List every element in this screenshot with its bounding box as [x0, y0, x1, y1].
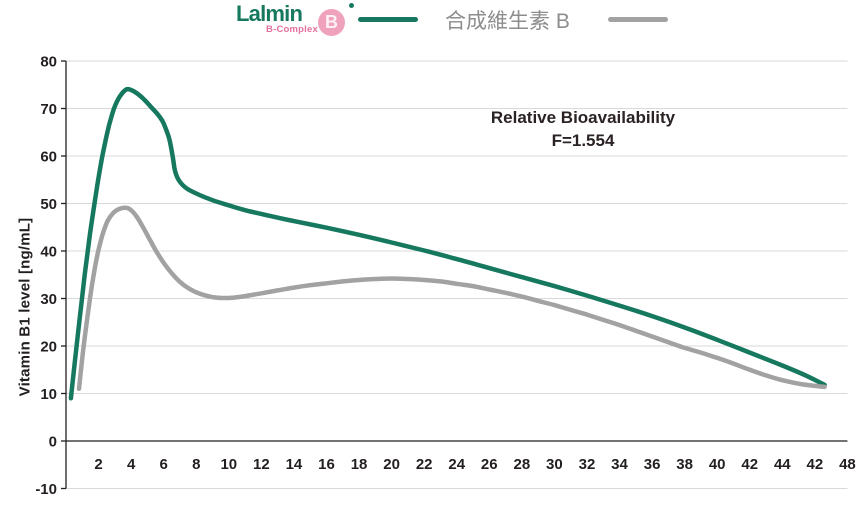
- chart-legend: Lalmin B-Complex B 合成維生素 B: [0, 0, 858, 42]
- x-tick-label: 22: [416, 456, 433, 473]
- x-tick-label: 48: [839, 456, 856, 473]
- x-tick-label: 10: [220, 456, 237, 473]
- x-tick-label: 36: [644, 456, 661, 473]
- x-tick-label: 4: [127, 456, 136, 473]
- y-tick-label: 50: [40, 196, 57, 213]
- y-tick-label: 10: [40, 386, 57, 403]
- x-tick-label: 40: [709, 456, 726, 473]
- x-tick-label: 30: [546, 456, 563, 473]
- x-tick-label: 42: [741, 456, 758, 473]
- vitamin-b-badge-icon: B: [318, 9, 345, 36]
- y-tick-label: 20: [40, 339, 57, 356]
- x-tick-label: 34: [611, 456, 628, 473]
- x-tick-label: 24: [448, 456, 465, 473]
- lalmin-line-swatch: [358, 17, 418, 22]
- annotation-line2: F=1.554: [551, 131, 615, 150]
- lalmin-series-line: [68, 86, 827, 401]
- x-tick-label: 20: [383, 456, 400, 473]
- synthetic-series-line: [76, 205, 827, 392]
- synthetic-vitamin-label: 合成維生素 B: [445, 10, 570, 33]
- x-tick-label: 6: [160, 456, 168, 473]
- x-tick-label: 28: [513, 456, 530, 473]
- lalmin-logo: Lalmin B-Complex B: [236, 1, 354, 37]
- lalmin-wordmark: Lalmin: [236, 1, 303, 26]
- x-tick-label: 14: [286, 456, 303, 473]
- y-tick-label: 80: [40, 54, 57, 71]
- y-tick-label: 0: [49, 434, 57, 451]
- y-tick-label: -10: [35, 481, 57, 498]
- x-tick-label: 26: [481, 456, 498, 473]
- x-tick-label: 32: [579, 456, 596, 473]
- trademark-dot-icon: [349, 3, 354, 8]
- synthetic-line-swatch: [608, 17, 668, 22]
- b-complex-label: B-Complex: [266, 24, 318, 35]
- y-tick-label: 30: [40, 291, 57, 308]
- y-tick-label: 70: [40, 101, 57, 118]
- y-tick-label: 40: [40, 244, 57, 261]
- x-tick-label: 2: [94, 456, 102, 473]
- x-tick-label: 12: [253, 456, 270, 473]
- x-tick-label: 8: [192, 456, 200, 473]
- x-tick-label: 38: [676, 456, 693, 473]
- x-tick-label: 16: [318, 456, 335, 473]
- bioavailability-annotation: Relative Bioavailability F=1.554: [491, 106, 675, 152]
- x-tick-label: 18: [351, 456, 368, 473]
- y-tick-label: 60: [40, 149, 57, 166]
- annotation-line1: Relative Bioavailability: [490, 108, 676, 127]
- x-tick-label: 42: [807, 456, 824, 473]
- x-tick-label: 44: [774, 456, 791, 473]
